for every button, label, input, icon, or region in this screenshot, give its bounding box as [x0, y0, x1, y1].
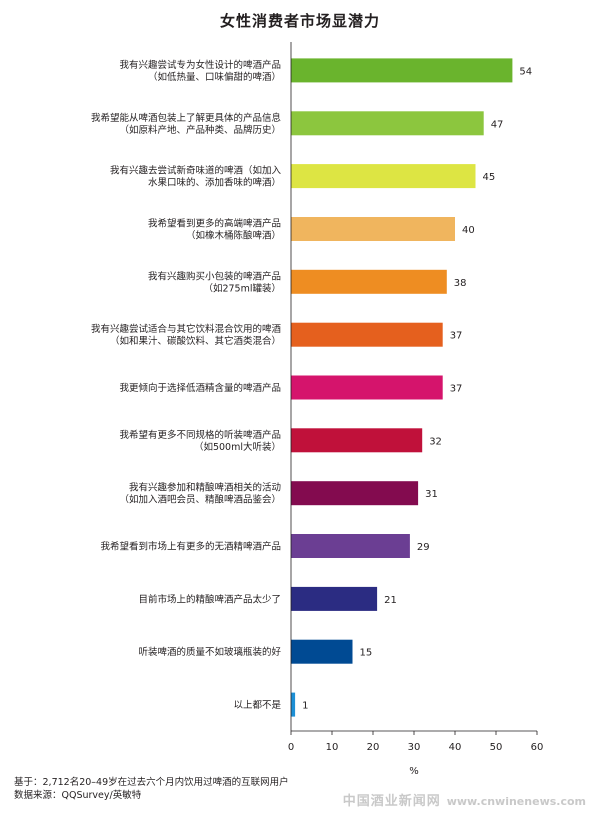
category-label-8-line-1: 我希望有更多不同规格的听装啤酒产品: [119, 429, 281, 441]
value-label-2: 47: [491, 119, 504, 130]
category-label-9-line-1: 我有兴趣参加和精酿啤酒相关的活动: [129, 482, 281, 494]
value-label-9: 31: [425, 489, 438, 500]
bar-6: [291, 322, 443, 347]
category-label-2-line-1: 我希望能从啤酒包装上了解更具体的产品信息: [91, 112, 281, 124]
bar-1: [291, 58, 513, 83]
watermark: 中国酒业新闻网 www.cnwinenews.com: [343, 790, 586, 809]
category-label-3-line-2: 水果口味的、添加香味的啤酒）: [148, 177, 281, 189]
category-label-2-line-2: （如原料产地、产品种类、品牌历史）: [119, 124, 281, 136]
bar-11: [291, 586, 378, 611]
x-axis-title: %: [409, 766, 419, 777]
category-label-11-line-1: 目前市场上的精酿啤酒产品太少了: [138, 593, 281, 605]
category-label-4-line-2: （如橡木桶陈酿啤酒）: [186, 230, 281, 242]
bar-10: [291, 534, 410, 558]
category-label-6-line-2: （如和果汁、碳酸饮料、其它酒类混合）: [110, 335, 281, 347]
bar-5: [291, 269, 447, 294]
x-tick-label-0: 0: [288, 742, 294, 753]
value-label-12: 15: [360, 648, 373, 659]
category-label-5-line-1: 我有兴趣购买小包装的啤酒产品: [148, 270, 281, 282]
category-label-9-line-2: （如加入酒吧会员、精酿啤酒品鉴会）: [119, 494, 281, 506]
category-label-8-line-2: （如500ml大听装）: [194, 441, 281, 453]
bar-9: [291, 481, 419, 506]
value-label-8: 32: [429, 436, 442, 447]
value-label-10: 29: [417, 542, 430, 553]
x-tick-label-10: 10: [326, 742, 339, 753]
category-label-1-line-1: 我有兴趣尝试专为女性设计的啤酒产品: [119, 59, 281, 71]
chart-title: 女性消费者市场显潜力: [219, 12, 380, 30]
value-label-13: 1: [302, 701, 308, 712]
value-label-6: 37: [450, 331, 463, 342]
value-label-1: 54: [519, 66, 532, 77]
x-tick-label-30: 30: [408, 742, 421, 753]
value-label-5: 38: [454, 278, 467, 289]
bar-4: [291, 217, 455, 241]
x-tick-label-40: 40: [449, 742, 462, 753]
x-tick-label-60: 60: [531, 742, 544, 753]
bar-2: [291, 111, 484, 136]
value-label-7: 37: [450, 384, 463, 395]
category-label-5-line-2: （如275ml罐装）: [203, 282, 281, 294]
chart-footer: 基于：2,712名20–49岁在过去六个月内饮用过啤酒的互联网用户 数据来源：Q…: [14, 776, 289, 802]
category-label-3-line-1: 我有兴趣去尝试新奇味道的啤酒（如加入: [110, 165, 282, 177]
category-label-7-line-1: 我更倾向于选择低酒精含量的啤酒产品: [119, 382, 281, 394]
footer-base-note: 基于：2,712名20–49岁在过去六个月内饮用过啤酒的互联网用户: [14, 777, 289, 788]
bar-7: [291, 375, 443, 400]
category-label-10-line-1: 我希望看到市场上有更多的无酒精啤酒产品: [100, 541, 281, 553]
category-label-4-line-1: 我希望看到更多的高端啤酒产品: [148, 218, 281, 230]
category-label-1-line-2: （如低热量、口味偏甜的啤酒）: [148, 71, 281, 83]
value-label-3: 45: [483, 172, 496, 183]
bar-8: [291, 428, 423, 453]
footer-source: 数据来源：QQSurvey/英敏特: [14, 790, 142, 801]
category-label-13-line-1: 以上都不是: [233, 700, 281, 711]
bar-12: [291, 639, 353, 664]
bar-3: [291, 164, 476, 189]
x-tick-label-50: 50: [490, 742, 503, 753]
watermark-url: www.cnwinenews.com: [446, 795, 586, 808]
bar-13: [291, 692, 296, 717]
value-label-4: 40: [462, 225, 475, 236]
x-tick-label-20: 20: [367, 742, 380, 753]
value-label-11: 21: [384, 595, 397, 606]
category-label-6-line-1: 我有兴趣尝试适合与其它饮料混合饮用的啤酒: [91, 323, 282, 335]
watermark-text: 中国酒业新闻网: [342, 794, 441, 809]
category-label-12-line-1: 听装啤酒的质量不如玻璃瓶装的好: [138, 646, 281, 658]
